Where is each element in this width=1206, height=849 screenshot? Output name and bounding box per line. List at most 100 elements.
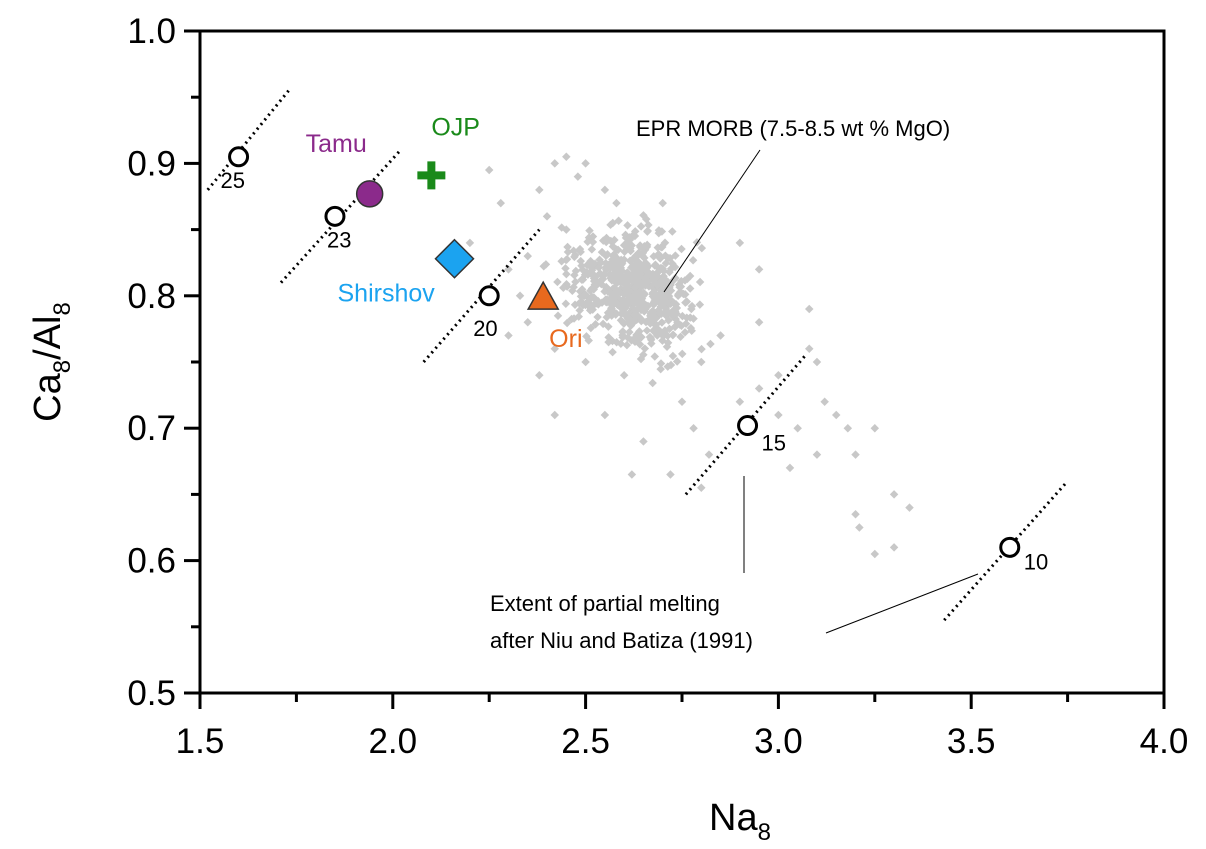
morb-point [697, 483, 706, 493]
morb-point [635, 272, 644, 281]
x-axis-ticks: 1.5 2.0 2.5 3.0 3.5 4.0 [176, 693, 1189, 761]
morb-point [851, 450, 860, 459]
morb-point [676, 332, 685, 342]
morb-point [889, 543, 899, 552]
morb-point [905, 503, 914, 512]
morb-point [657, 278, 666, 288]
y-axis-title-sub2: 8 [49, 302, 76, 315]
y-tick-label: 0.7 [127, 409, 176, 448]
morb-point [587, 265, 597, 275]
morb-point [615, 275, 624, 284]
morb-point [575, 306, 584, 315]
morb-point [642, 326, 652, 335]
morb-point [618, 330, 627, 340]
morb-point [695, 277, 705, 287]
morb-point [465, 238, 475, 248]
morb-point [704, 450, 714, 459]
morb-point [662, 342, 672, 352]
morb-point [636, 222, 646, 231]
y-axis-title: Ca8/Al8 [27, 302, 76, 422]
morb-point [774, 370, 783, 380]
morb-point [535, 185, 544, 195]
morb-point [687, 326, 696, 335]
morb-point [542, 212, 552, 221]
morb-point [685, 284, 695, 293]
melting-point-label: 10 [1024, 549, 1048, 574]
morb-point [613, 300, 622, 310]
morb-point [600, 410, 610, 420]
morb-point [735, 238, 745, 248]
morb-point [687, 304, 696, 314]
morb-point [523, 251, 533, 261]
morb-point [561, 299, 571, 309]
morb-point [843, 423, 853, 433]
morb-point [677, 244, 686, 254]
morb-point [665, 324, 674, 334]
morb-point [550, 344, 559, 354]
y-axis-ticks: 0.5 0.6 0.7 0.8 0.9 1.0 [127, 12, 200, 713]
morb-point [622, 340, 632, 350]
morb-point [688, 256, 698, 265]
morb-point [648, 378, 657, 388]
morb-point [668, 227, 677, 236]
morb-point [650, 314, 660, 323]
morb-point [706, 339, 715, 349]
morb-point [812, 450, 822, 459]
morb-point [621, 303, 630, 313]
morb-point [625, 256, 635, 266]
morb-point [650, 327, 659, 337]
morb-point [607, 293, 616, 302]
morb-point [611, 310, 620, 319]
morb-point [805, 344, 814, 354]
morb-point [613, 267, 622, 277]
melting-leader-line-2 [825, 573, 979, 634]
morb-point [657, 309, 666, 319]
morb-point [640, 344, 650, 353]
morb-point [774, 410, 783, 420]
morb-point [535, 370, 544, 380]
morb-point [672, 357, 682, 366]
morb-point [697, 357, 706, 367]
melting-point [228, 146, 250, 168]
y-tick-label: 1.0 [127, 12, 176, 51]
morb-point [557, 257, 566, 266]
y-tick-label: 0.6 [127, 542, 176, 581]
morb-point [671, 273, 680, 283]
morb-point [643, 301, 653, 311]
morb-point [623, 314, 633, 323]
morb-point [571, 277, 580, 287]
morb-point [831, 410, 841, 420]
x-axis-title: Na8 [709, 797, 771, 846]
morb-point [577, 275, 586, 284]
morb-point [637, 264, 646, 274]
x-tick-label: 2.0 [368, 722, 417, 761]
morb-point [646, 333, 656, 343]
morb-point [608, 347, 617, 357]
morb-point [643, 226, 652, 236]
x-tick-label: 4.0 [1140, 722, 1189, 761]
morb-point [716, 331, 725, 340]
morb-point [553, 311, 563, 321]
morb-point [633, 258, 642, 268]
morb-point [594, 263, 604, 272]
morb-point [695, 300, 705, 309]
melting-label-line1: Extent of partial melting [490, 591, 720, 616]
morb-point [648, 292, 658, 301]
morb-point [851, 510, 860, 519]
morb-point [589, 293, 599, 302]
morb-point [593, 312, 602, 322]
morb-point [619, 295, 628, 305]
morb-point [630, 283, 640, 293]
x-axis-title-main: Na [709, 797, 758, 839]
morb-point [600, 287, 609, 296]
morb-point [820, 397, 829, 406]
ori-marker [526, 280, 560, 310]
morb-point [581, 159, 590, 168]
morb-point [650, 352, 660, 361]
morb-point [604, 322, 613, 331]
morb-point [541, 260, 551, 269]
morb-point [636, 354, 646, 364]
morb-point [633, 330, 642, 339]
morb-point [586, 286, 595, 296]
